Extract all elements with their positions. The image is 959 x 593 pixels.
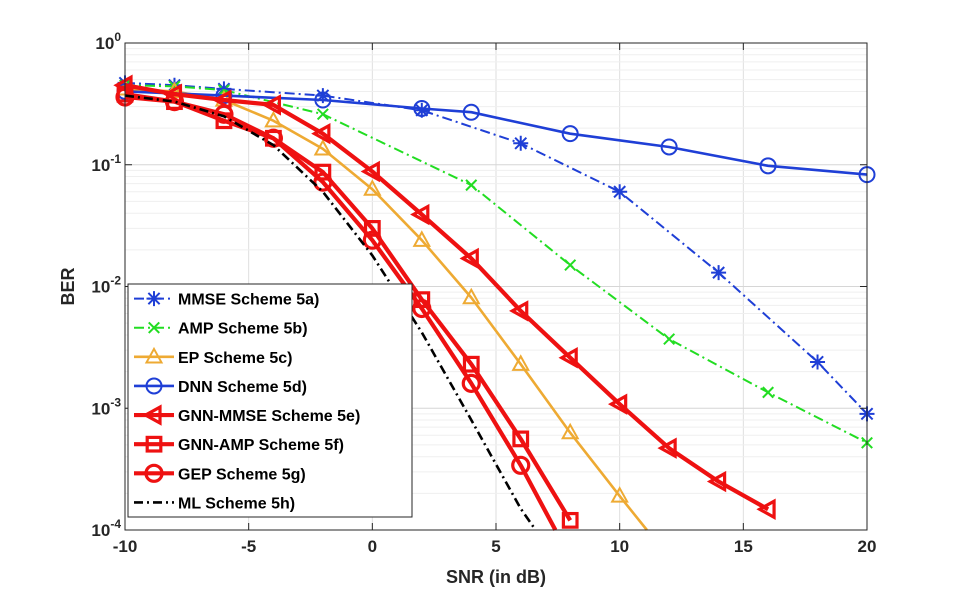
series-line [124, 90, 868, 176]
data-point [362, 230, 382, 250]
legend-label: ML Scheme 5h) [178, 495, 295, 512]
legend-marker [144, 463, 164, 483]
x-tick-label: 0 [368, 537, 377, 556]
data-point [412, 298, 432, 319]
data-point [706, 470, 727, 493]
legend-marker [148, 321, 160, 334]
data-point [607, 393, 628, 415]
legend-item: AMP Scheme 5b) [134, 321, 308, 338]
data-point [311, 122, 331, 145]
x-tick-label: 15 [734, 537, 753, 556]
data-point [465, 179, 478, 192]
x-tick-label: 20 [858, 537, 877, 556]
legend-box [127, 283, 413, 518]
legend-item: GEP Scheme 5g) [134, 463, 306, 483]
series-line [124, 94, 537, 531]
legend-item: MMSE Scheme 5a) [134, 291, 319, 309]
data-point [663, 333, 676, 346]
series-8 [124, 94, 537, 531]
data-point [414, 102, 430, 118]
data-point [363, 179, 382, 196]
data-point [660, 138, 678, 156]
data-point [511, 455, 531, 475]
data-point [657, 437, 677, 459]
data-point [512, 430, 530, 448]
data-point [711, 265, 727, 281]
data-point [459, 247, 479, 270]
data-point [316, 108, 329, 121]
legend-label: GNN-AMP Scheme 5f) [178, 437, 344, 454]
data-point [314, 91, 332, 109]
data-point [511, 354, 530, 371]
y-tick-label: 10-3 [91, 395, 121, 418]
series-line [124, 92, 572, 522]
data-point [214, 104, 234, 124]
x-tick-label: 10 [610, 537, 629, 556]
data-point [509, 300, 529, 322]
legend-marker [145, 377, 163, 395]
legend-item: GNN-AMP Scheme 5f) [134, 435, 344, 454]
data-point [313, 172, 333, 192]
y-tick-label: 100 [95, 30, 121, 53]
x-tick-labels: -10 -5 0 5 10 15 20 [113, 537, 877, 556]
legend-label: AMP Scheme 5b) [178, 321, 308, 338]
legend-label: DNN Scheme 5d) [178, 379, 307, 396]
legend-marker [142, 404, 162, 426]
x-axis-label: SNR (in dB) [446, 567, 546, 587]
y-tick-label: 10-1 [91, 152, 121, 175]
legend-label: GEP Scheme 5g) [178, 466, 306, 483]
data-point [610, 486, 629, 503]
legend-item: GNN-MMSE Scheme 5e) [134, 404, 360, 426]
data-point [314, 163, 332, 181]
data-point [264, 110, 283, 128]
legend: MMSE Scheme 5a) AMP Scheme 5b) EP Scheme 5… [127, 283, 413, 518]
data-point [558, 347, 578, 369]
data-point [564, 259, 577, 272]
legend-label: MMSE Scheme 5a) [178, 292, 319, 309]
data-point [363, 220, 381, 237]
legend-marker [145, 435, 163, 453]
series-line [124, 81, 868, 415]
data-point [360, 160, 380, 183]
legend-item: DNN Scheme 5d) [134, 377, 307, 396]
data-point [762, 386, 775, 399]
legend-marker [146, 291, 162, 307]
data-point [261, 94, 281, 116]
ticks [124, 42, 868, 531]
legend-item: EP Scheme 5c) [134, 346, 292, 367]
data-point [561, 125, 579, 143]
data-point [462, 103, 480, 121]
data-point [412, 230, 431, 247]
series-line [124, 94, 558, 531]
data-point [759, 157, 777, 175]
data-point [212, 89, 232, 111]
data-point [561, 511, 579, 529]
data-point [756, 498, 776, 520]
series-line [124, 83, 770, 512]
data-point [410, 203, 430, 226]
legend-label: GNN-MMSE Scheme 5e) [178, 408, 360, 425]
data-point [513, 135, 529, 151]
y-tick-labels: 100 10-1 10-2 10-3 10-4 [91, 30, 121, 540]
data-point [810, 354, 826, 370]
legend-label: EP Scheme 5c) [178, 350, 292, 367]
data-point [315, 88, 331, 104]
data-point [461, 373, 481, 393]
legend-marker [144, 346, 164, 364]
y-tick-label: 10-2 [91, 274, 121, 297]
x-tick-label: -10 [113, 537, 138, 556]
x-tick-label: 5 [491, 537, 500, 556]
x-tick-label: -5 [241, 537, 256, 556]
data-point [462, 287, 481, 305]
legend-item: ML Scheme 5h) [134, 495, 295, 512]
series-layer [113, 74, 876, 531]
data-point [462, 355, 480, 373]
y-tick-label: 10-4 [91, 517, 121, 540]
data-point [413, 99, 431, 117]
data-point [561, 422, 580, 440]
data-point [612, 184, 628, 200]
y-axis-label: BER [58, 267, 78, 305]
data-point [313, 138, 333, 156]
